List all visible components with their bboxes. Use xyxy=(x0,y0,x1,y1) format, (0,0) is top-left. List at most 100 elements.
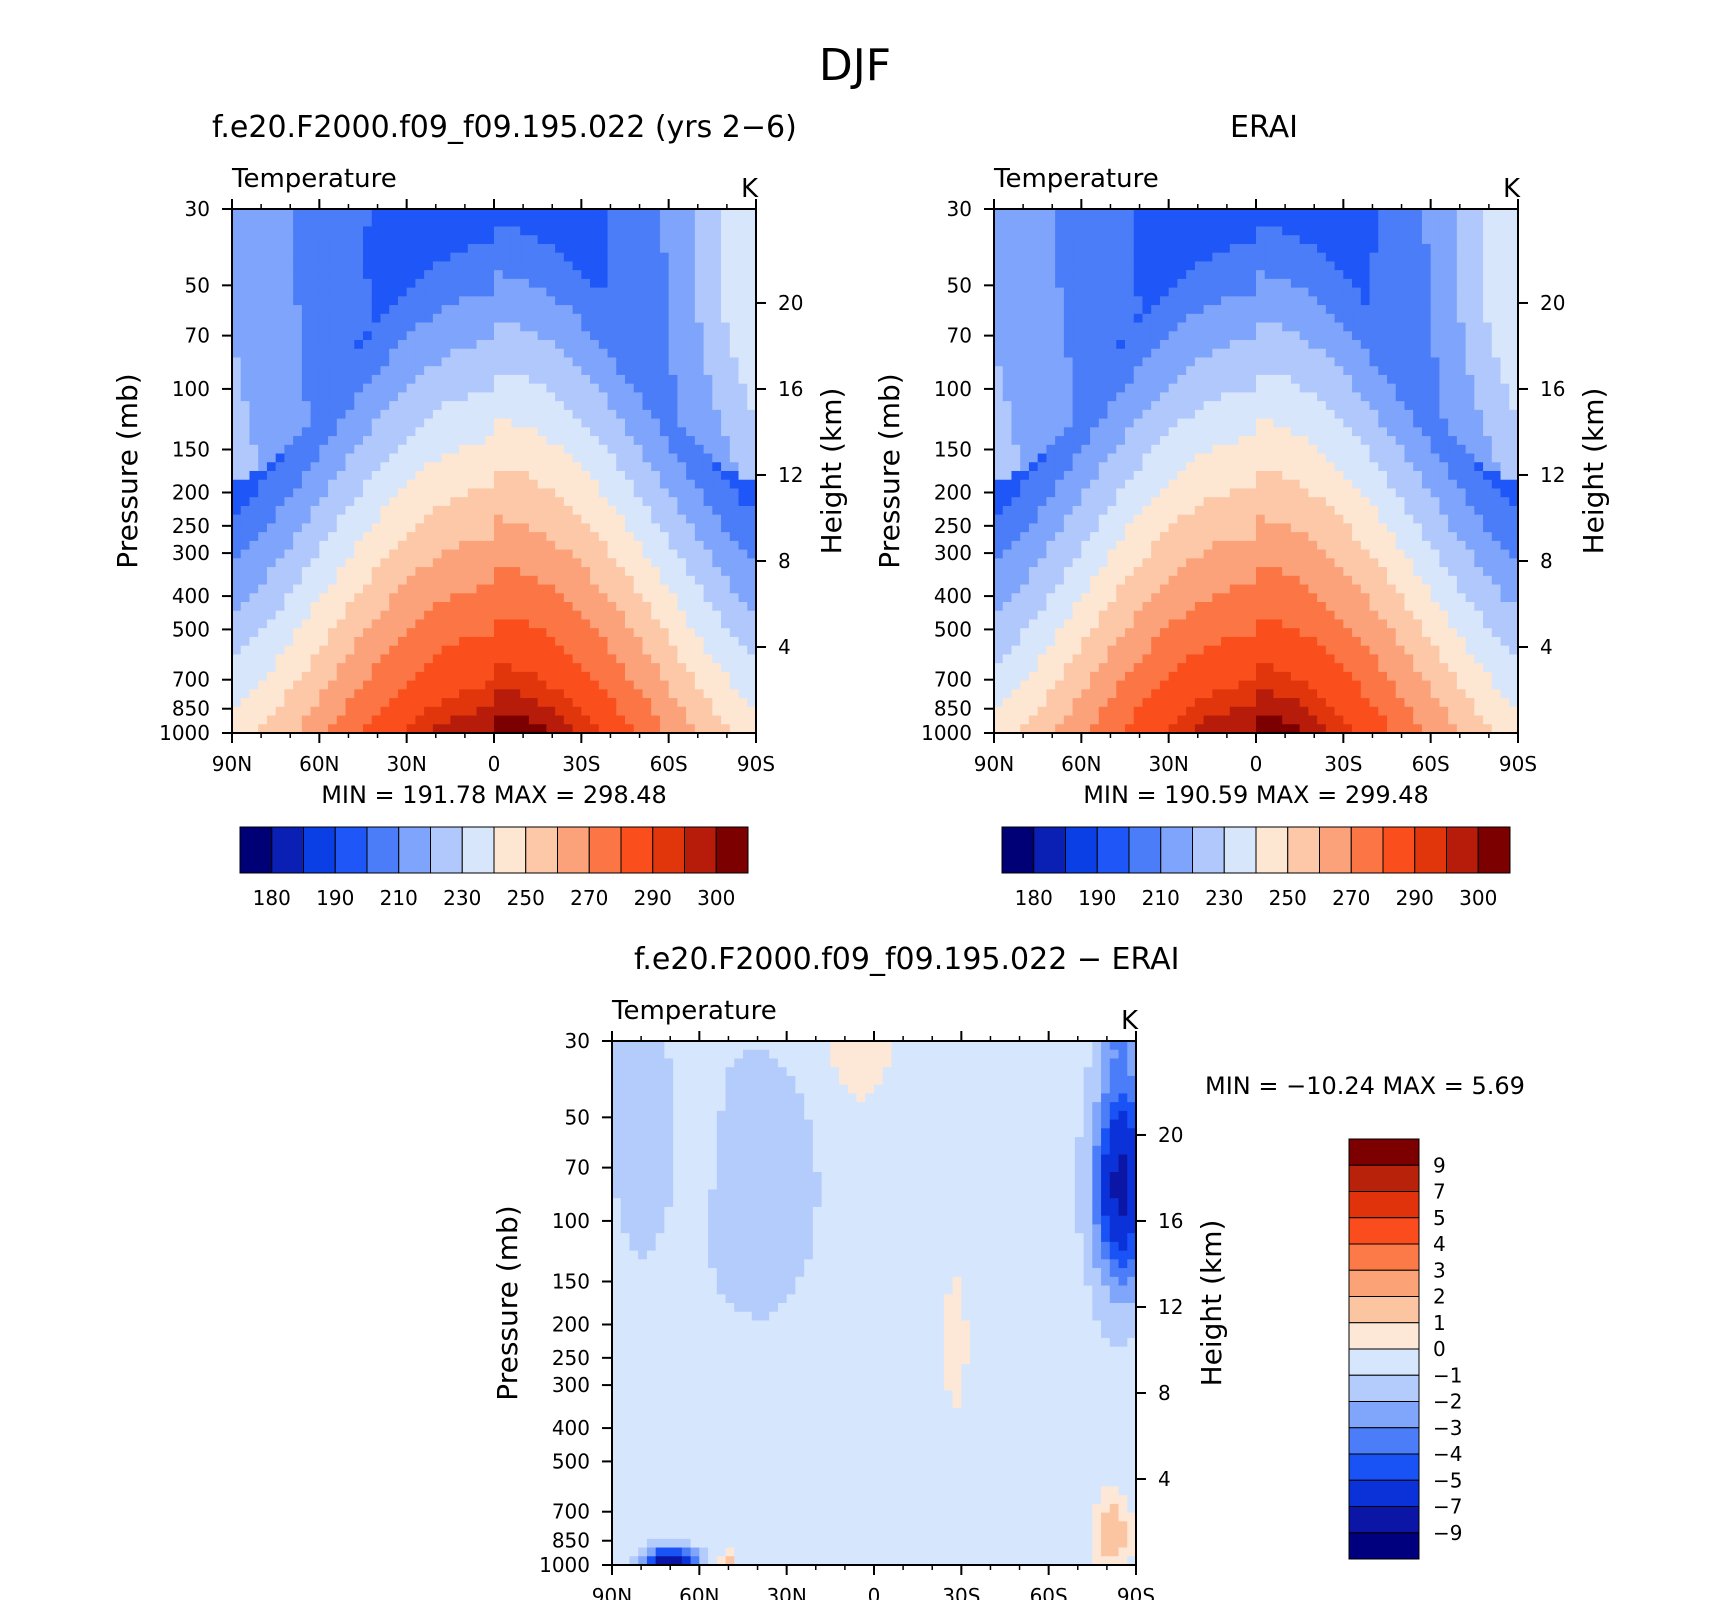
colorbar-box xyxy=(1255,826,1289,874)
x-tick-label: 90N xyxy=(212,752,252,776)
colorbar-label: 9 xyxy=(1433,1153,1446,1177)
y2-axis-label: Height (km) xyxy=(1577,388,1610,555)
y2-tick-label: 12 xyxy=(778,463,803,487)
colorbar-box xyxy=(1192,826,1225,874)
colorbar-box xyxy=(1033,826,1066,874)
x-tick-label: 60S xyxy=(1412,752,1450,776)
figure-title: DJF xyxy=(818,40,892,91)
colorbar-box xyxy=(1348,1453,1420,1481)
y-axis-label: Pressure (mb) xyxy=(873,373,906,568)
panel-2: f.e20.F2000.f09_f09.195.022 − ERAI Temper… xyxy=(491,942,1228,1600)
colorbar-box xyxy=(652,826,685,874)
y-tick-label: 700 xyxy=(934,668,972,692)
colorbar-label: −4 xyxy=(1433,1442,1462,1466)
y-tick-label: 1000 xyxy=(159,721,210,745)
x-tick-label: 60N xyxy=(1061,752,1101,776)
y-tick-label: 250 xyxy=(172,514,210,538)
colorbar-box xyxy=(1382,826,1416,874)
colorbar-box xyxy=(1348,1322,1420,1350)
y-tick-label: 1000 xyxy=(921,721,972,745)
y2-axis-label: Height (km) xyxy=(815,388,848,555)
x-tick-label: 30N xyxy=(766,1584,806,1600)
x-tick-label: 90S xyxy=(1117,1584,1155,1600)
y2-tick-label: 16 xyxy=(1540,377,1565,401)
colorbar-box xyxy=(303,826,336,874)
y2-tick-label: 8 xyxy=(778,549,791,573)
colorbar-box xyxy=(461,826,495,874)
colorbar-box xyxy=(1128,826,1162,874)
colorbar-label: −7 xyxy=(1433,1495,1462,1519)
panel-title: f.e20.F2000.f09_f09.195.022 (yrs 2−6) xyxy=(212,110,797,145)
colorbar-box xyxy=(271,826,304,874)
colorbar-label: 300 xyxy=(697,886,735,910)
y-tick-label: 700 xyxy=(172,668,210,692)
colorbar-box xyxy=(1319,826,1352,874)
colorbar-box xyxy=(620,826,654,874)
x-tick-label: 60N xyxy=(299,752,339,776)
x-tick-label: 0 xyxy=(868,1584,881,1600)
y-axis-label: Pressure (mb) xyxy=(111,373,144,568)
colorbar-label: 2 xyxy=(1433,1285,1446,1309)
y-tick-label: 400 xyxy=(552,1416,590,1440)
y-tick-label: 100 xyxy=(934,377,972,401)
colorbar-box xyxy=(1477,826,1511,874)
colorbar-box xyxy=(493,826,527,874)
colorbar-box xyxy=(1065,826,1098,874)
colorbar-box xyxy=(1348,1506,1420,1534)
y-tick-label: 500 xyxy=(172,617,210,641)
x-tick-label: 90N xyxy=(592,1584,632,1600)
colorbar-box xyxy=(715,826,749,874)
colorbar-box xyxy=(588,826,622,874)
y-tick-label: 700 xyxy=(552,1500,590,1524)
y2-tick-label: 4 xyxy=(1540,635,1553,659)
colorbar-label: −1 xyxy=(1433,1363,1462,1387)
colorbar-label: 230 xyxy=(443,886,481,910)
y-tick-label: 30 xyxy=(185,197,210,221)
colorbar-label: 3 xyxy=(1433,1258,1446,1282)
colorbar-label: 180 xyxy=(1015,886,1053,910)
y-tick-label: 300 xyxy=(172,541,210,565)
y-tick-label: 30 xyxy=(565,1029,590,1053)
colorbar-label: −5 xyxy=(1433,1468,1462,1492)
x-tick-label: 90S xyxy=(737,752,775,776)
y-tick-label: 250 xyxy=(552,1346,590,1370)
colorbar-label: −2 xyxy=(1433,1390,1462,1414)
colorbar-box xyxy=(1287,826,1320,874)
x-tick-label: 30S xyxy=(942,1584,980,1600)
colorbar: 180 190 210 230 250 270 290 300 xyxy=(1001,826,1511,910)
y-tick-label: 500 xyxy=(934,617,972,641)
colorbar-box xyxy=(1348,1191,1420,1219)
y2-tick-label: 20 xyxy=(1540,291,1565,315)
y-tick-label: 30 xyxy=(947,197,972,221)
y-tick-label: 50 xyxy=(185,273,210,297)
colorbar-box xyxy=(1223,826,1257,874)
colorbar-box xyxy=(1001,826,1035,874)
y-tick-label: 50 xyxy=(947,273,972,297)
y-tick-label: 400 xyxy=(172,584,210,608)
y-tick-label: 100 xyxy=(172,377,210,401)
contour-field xyxy=(232,209,757,734)
variable-label: Temperature xyxy=(611,996,777,1026)
y-tick-label: 70 xyxy=(565,1156,590,1180)
y2-tick-label: 4 xyxy=(1158,1467,1171,1491)
min-max-label: MIN = −10.24 MAX = 5.69 xyxy=(1205,1072,1525,1100)
units-label: K xyxy=(1121,1006,1139,1036)
colorbar-box xyxy=(398,826,431,874)
colorbar-label: 250 xyxy=(507,886,545,910)
colorbar-label: 0 xyxy=(1433,1337,1446,1361)
y-tick-label: 200 xyxy=(172,480,210,504)
y2-axis-label: Height (km) xyxy=(1195,1220,1228,1387)
x-tick-label: 90S xyxy=(1499,752,1537,776)
contour-field xyxy=(994,209,1519,734)
colorbar-label: 300 xyxy=(1459,886,1497,910)
y-axis-label: Pressure (mb) xyxy=(491,1205,524,1400)
x-tick-label: 0 xyxy=(1250,752,1263,776)
y-tick-label: 850 xyxy=(172,697,210,721)
min-max-label: MIN = 191.78 MAX = 298.48 xyxy=(321,781,667,809)
y-tick-label: 100 xyxy=(552,1209,590,1233)
colorbar-label: 230 xyxy=(1205,886,1243,910)
y2-tick-label: 8 xyxy=(1540,549,1553,573)
y2-tick-label: 16 xyxy=(778,377,803,401)
colorbar-label: 190 xyxy=(1078,886,1116,910)
